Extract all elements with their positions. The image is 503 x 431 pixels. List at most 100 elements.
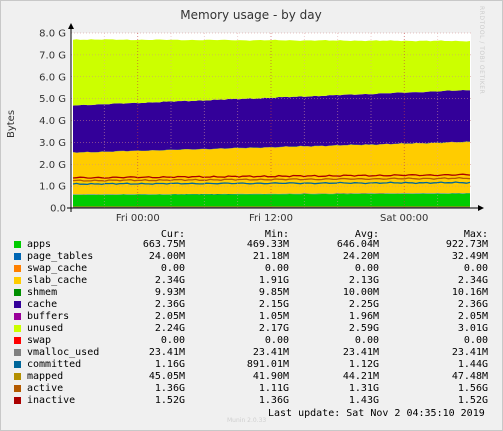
legend-series-name: cache — [27, 299, 58, 310]
legend-value-max: 1.56G — [457, 383, 488, 394]
legend-value-avg: 1.31G — [348, 383, 379, 394]
legend-value-max: 23.41M — [451, 347, 488, 358]
legend-value-avg: 2.59G — [348, 323, 379, 334]
legend-value-max: 0.00 — [463, 263, 488, 274]
legend-value-max: 3.01G — [457, 323, 488, 334]
legend-value-cur: 1.52G — [154, 395, 185, 406]
x-tick-label: Sat 00:00 — [380, 213, 428, 224]
legend-swatch — [14, 241, 21, 248]
area-shmem — [73, 141, 470, 153]
legend-value-max: 2.34G — [457, 275, 488, 286]
legend-value-cur: 2.34G — [154, 275, 185, 286]
y-tick-label: 8.0 G — [39, 29, 66, 40]
legend-series-name: committed — [27, 359, 82, 370]
y-tick-label: 4.0 G — [39, 116, 66, 127]
x-axis-ticks: Fri 00:00 Fri 12:00 Sat 00:00 — [116, 213, 429, 224]
legend-value-min: 41.90M — [252, 371, 289, 382]
legend-series-name: unused — [27, 323, 64, 334]
legend-swatch — [14, 289, 21, 296]
legend-swatch — [14, 337, 21, 344]
legend-value-min: 1.36G — [258, 395, 289, 406]
legend-value-min: 1.05M — [258, 311, 289, 322]
x-tick-label: Fri 12:00 — [249, 213, 293, 224]
x-axis-arrow — [478, 205, 484, 211]
legend-row-mapped: mapped 45.05M 41.90M 44.21M 47.48M — [0, 371, 503, 383]
legend-row-cache: cache 2.36G 2.15G 2.25G 2.36G — [0, 299, 503, 311]
legend-value-cur: 9.93M — [154, 287, 185, 298]
legend-series-name: swap_cache — [27, 263, 88, 274]
y-tick-label: 3.0 G — [39, 138, 66, 149]
legend-value-max: 10.16M — [451, 287, 488, 298]
legend-value-avg: 0.00 — [354, 263, 379, 274]
legend-value-min: 2.17G — [258, 323, 289, 334]
legend-value-avg: 2.13G — [348, 275, 379, 286]
legend-value-cur: 663.75M — [142, 239, 185, 250]
legend-series-name: inactive — [27, 395, 76, 406]
legend-header-avg: Avg: — [354, 229, 379, 240]
legend-value-cur: 45.05M — [148, 371, 185, 382]
legend-value-avg: 1.12G — [348, 359, 379, 370]
legend-value-max: 2.05M — [457, 311, 488, 322]
legend-swatch — [14, 349, 21, 356]
legend-value-min: 9.85M — [258, 287, 289, 298]
legend-value-avg: 44.21M — [342, 371, 379, 382]
legend-series-name: shmem — [27, 287, 58, 298]
rrdtool-credit: RRDTOOL / TOBI OETIKER — [478, 6, 485, 95]
munin-credit: Munin 2.0.33 — [227, 417, 267, 424]
area-page-tables — [73, 193, 470, 195]
area-apps — [73, 193, 470, 208]
legend-value-max: 32.49M — [451, 251, 488, 262]
legend-series-name: mapped — [27, 371, 64, 382]
line-committed — [72, 181, 471, 186]
legend-row-apps: apps 663.75M 469.33M 646.04M 922.73M — [0, 239, 503, 251]
legend-value-min: 1.91G — [258, 275, 289, 286]
legend-row-shmem: shmem 9.93M 9.85M 10.00M 10.16M — [0, 287, 503, 299]
legend-value-avg: 10.00M — [342, 287, 379, 298]
legend-value-max: 1.52G — [457, 395, 488, 406]
legend-value-max: 2.36G — [457, 299, 488, 310]
legend-value-avg: 24.20M — [342, 251, 379, 262]
chart-title: Memory usage - by day — [180, 8, 321, 22]
legend-row-committed: committed 1.16G 891.01M 1.12G 1.44G — [0, 359, 503, 371]
legend-row-swap: swap 0.00 0.00 0.00 0.00 — [0, 335, 503, 347]
legend-header-cur: Cur: — [160, 229, 185, 240]
legend-value-min: 23.41M — [252, 347, 289, 358]
legend-swatch — [14, 265, 21, 272]
legend-value-cur: 1.16G — [154, 359, 185, 370]
legend-value-cur: 2.24G — [154, 323, 185, 334]
legend-swatch — [14, 385, 21, 392]
legend-row-unused: unused 2.24G 2.17G 2.59G 3.01G — [0, 323, 503, 335]
legend-value-cur: 0.00 — [160, 335, 185, 346]
y-tick-label: 0.0 — [50, 204, 66, 215]
legend-value-cur: 2.05M — [154, 311, 185, 322]
legend-value-cur: 2.36G — [154, 299, 185, 310]
legend-swatch — [14, 397, 21, 404]
y-tick-label: 1.0 G — [39, 182, 66, 193]
legend-swatch — [14, 361, 21, 368]
legend-row-swap-cache: swap_cache 0.00 0.00 0.00 0.00 — [0, 263, 503, 275]
legend-value-cur: 0.00 — [160, 263, 185, 274]
legend-row-inactive: inactive 1.52G 1.36G 1.43G 1.52G — [0, 395, 503, 407]
legend-series-name: buffers — [27, 311, 70, 322]
legend-value-cur: 24.00M — [148, 251, 185, 262]
y-tick-label: 6.0 G — [39, 72, 66, 83]
y-tick-label: 7.0 G — [39, 50, 66, 61]
legend-value-min: 891.01M — [246, 359, 289, 370]
legend-row-buffers: buffers 2.05M 1.05M 1.96M 2.05M — [0, 311, 503, 323]
legend-value-avg: 646.04M — [336, 239, 379, 250]
legend-value-max: 0.00 — [463, 335, 488, 346]
legend-header-min: Min: — [264, 229, 289, 240]
y-axis-label: Bytes — [6, 110, 17, 138]
legend-header-max: Max: — [463, 229, 488, 240]
y-axis-ticks: 0.0 1.0 G 2.0 G 3.0 G 4.0 G 5.0 G 6.0 G 7.0 G 8.… — [39, 29, 66, 215]
legend-value-min: 2.15G — [258, 299, 289, 310]
last-update: Last update: Sat Nov 2 04:35:10 2019 — [268, 408, 485, 419]
legend-swatch — [14, 277, 21, 284]
legend-value-cur: 1.36G — [154, 383, 185, 394]
y-axis-arrow — [68, 23, 74, 29]
legend-swatch — [14, 373, 21, 380]
legend-series-name: vmalloc_used — [27, 347, 100, 358]
legend-row-slab-cache: slab_cache 2.34G 1.91G 2.13G 2.34G — [0, 275, 503, 287]
legend-series-name: swap — [27, 335, 52, 346]
